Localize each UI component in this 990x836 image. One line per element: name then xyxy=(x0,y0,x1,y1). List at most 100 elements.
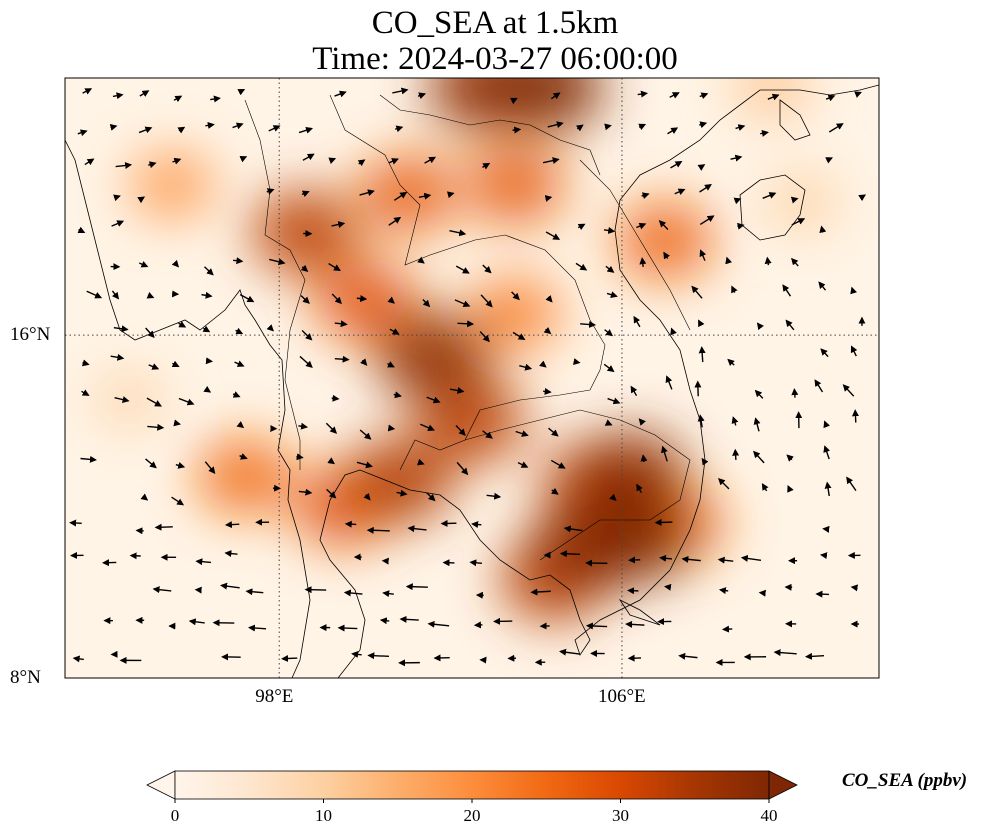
wind-arrow xyxy=(731,416,739,426)
wind-arrow xyxy=(72,655,84,663)
wind-arrow xyxy=(224,521,240,529)
co-hotspot xyxy=(469,277,561,350)
wind-arrow xyxy=(77,226,86,233)
wind-arrow xyxy=(604,329,614,337)
wind-arrow xyxy=(326,488,337,499)
wind-arrow xyxy=(334,320,348,328)
wind-arrow xyxy=(356,461,373,469)
co-hotspot xyxy=(576,490,693,583)
wind-arrow xyxy=(147,423,165,431)
wind-arrow xyxy=(407,525,427,533)
wind-arrow xyxy=(727,358,735,367)
wind-arrow xyxy=(422,299,431,308)
wind-arrow xyxy=(699,92,709,100)
wind-arrow xyxy=(669,92,680,99)
wind-arrow xyxy=(603,227,616,234)
wind-arrow xyxy=(754,389,764,399)
wind-arrow xyxy=(548,427,559,437)
wind-arrow xyxy=(667,127,679,135)
wind-arrow xyxy=(114,396,130,403)
wind-arrow xyxy=(790,196,799,204)
wind-arrow xyxy=(148,161,157,169)
wind-arrow xyxy=(471,521,482,528)
wind-arrow xyxy=(638,418,646,426)
wind-arrow xyxy=(641,192,650,200)
wind-arrow xyxy=(701,457,709,466)
wind-arrow xyxy=(405,583,428,591)
wind-arrow xyxy=(399,615,419,623)
wind-arrow xyxy=(515,430,529,437)
wind-arrow xyxy=(245,588,264,596)
wind-arrow xyxy=(637,90,648,98)
wind-arrow xyxy=(511,291,520,301)
wind-arrow xyxy=(846,476,857,492)
wind-arrow xyxy=(740,554,762,562)
wind-arrow xyxy=(234,360,245,367)
wind-arrow xyxy=(360,358,368,366)
wind-arrow xyxy=(426,492,436,502)
wind-arrow xyxy=(761,483,769,492)
wind-arrow xyxy=(854,91,862,98)
wind-arrow xyxy=(825,94,836,102)
wind-arrow xyxy=(530,588,551,596)
wind-arrow xyxy=(301,330,313,341)
wind-arrow xyxy=(732,448,740,460)
wind-arrow xyxy=(325,422,338,434)
wind-arrow xyxy=(469,559,483,567)
wind-arrow xyxy=(344,520,357,528)
wind-arrow xyxy=(235,327,244,335)
co-hotspot xyxy=(465,146,564,224)
wind-arrow xyxy=(457,320,475,328)
wind-arrow xyxy=(328,262,341,271)
wind-arrow xyxy=(239,155,248,163)
colorbar-gradient xyxy=(174,770,770,800)
wind-arrow xyxy=(512,126,522,134)
wind-arrow xyxy=(110,353,125,361)
wind-arrow xyxy=(224,550,238,558)
wind-arrow xyxy=(577,223,586,231)
co-hotspot xyxy=(197,438,293,515)
wind-arrow xyxy=(858,194,867,202)
wind-arrow xyxy=(456,461,469,476)
wind-arrow xyxy=(663,251,670,260)
wind-arrow xyxy=(551,487,559,495)
wind-arrow xyxy=(575,124,584,132)
wind-arrow xyxy=(625,620,645,628)
wind-arrow xyxy=(699,249,707,261)
wind-arrow xyxy=(654,518,673,526)
wind-arrow xyxy=(698,319,705,328)
wind-arrow xyxy=(850,584,859,592)
wind-arrow xyxy=(820,348,829,358)
wind-arrow xyxy=(138,126,153,134)
wind-arrow xyxy=(337,624,358,632)
wind-arrow xyxy=(697,414,705,428)
wind-arrow xyxy=(268,125,281,132)
wind-arrow xyxy=(539,360,547,368)
wind-arrow xyxy=(387,424,396,432)
colorbar-title: CO_SEA (ppbv) xyxy=(842,770,968,791)
wind-arrow xyxy=(239,453,248,460)
wind-arrow xyxy=(480,294,493,308)
wind-arrow xyxy=(424,156,437,164)
wind-arrow xyxy=(416,458,425,466)
wind-arrow xyxy=(343,589,363,597)
wind-arrow xyxy=(851,409,859,423)
lat-label-16n: 16°N xyxy=(10,324,51,346)
wind-arrow xyxy=(298,126,314,134)
wind-arrow xyxy=(331,394,340,402)
wind-arrow xyxy=(455,265,470,274)
wind-arrow xyxy=(220,582,240,590)
wind-arrow xyxy=(730,154,743,162)
map-frame xyxy=(64,77,880,679)
wind-arrow xyxy=(603,363,615,373)
colorbar-extend-high xyxy=(768,770,798,800)
graticule xyxy=(65,78,879,678)
wind-arrow xyxy=(148,363,160,370)
wind-arrow xyxy=(171,259,180,268)
wind-arrow xyxy=(449,229,467,237)
wind-arrow xyxy=(681,555,701,563)
co-hotspot xyxy=(92,370,166,429)
wind-arrow xyxy=(248,624,267,632)
wind-arrow xyxy=(823,420,831,429)
wind-arrow xyxy=(737,222,745,230)
